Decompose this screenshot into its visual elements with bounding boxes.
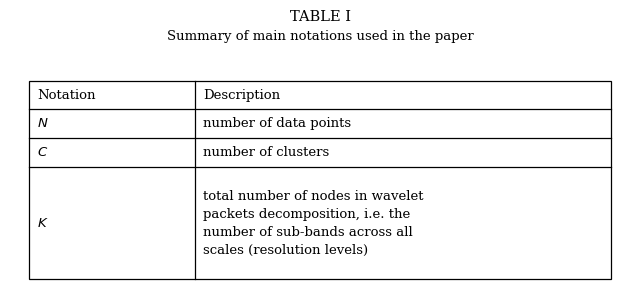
Text: number of clusters: number of clusters xyxy=(203,146,330,159)
Text: TABLE I: TABLE I xyxy=(289,10,351,24)
Text: Description: Description xyxy=(203,88,280,102)
Bar xyxy=(29,81,611,279)
Text: $C$: $C$ xyxy=(37,146,49,159)
Text: Notation: Notation xyxy=(37,88,95,102)
Text: $K$: $K$ xyxy=(37,217,49,230)
Text: Summary of main notations used in the paper: Summary of main notations used in the pa… xyxy=(166,30,474,43)
Text: number of data points: number of data points xyxy=(203,118,351,130)
Text: total number of nodes in wavelet
packets decomposition, i.e. the
number of sub-b: total number of nodes in wavelet packets… xyxy=(203,190,424,257)
Text: $N$: $N$ xyxy=(37,118,49,130)
